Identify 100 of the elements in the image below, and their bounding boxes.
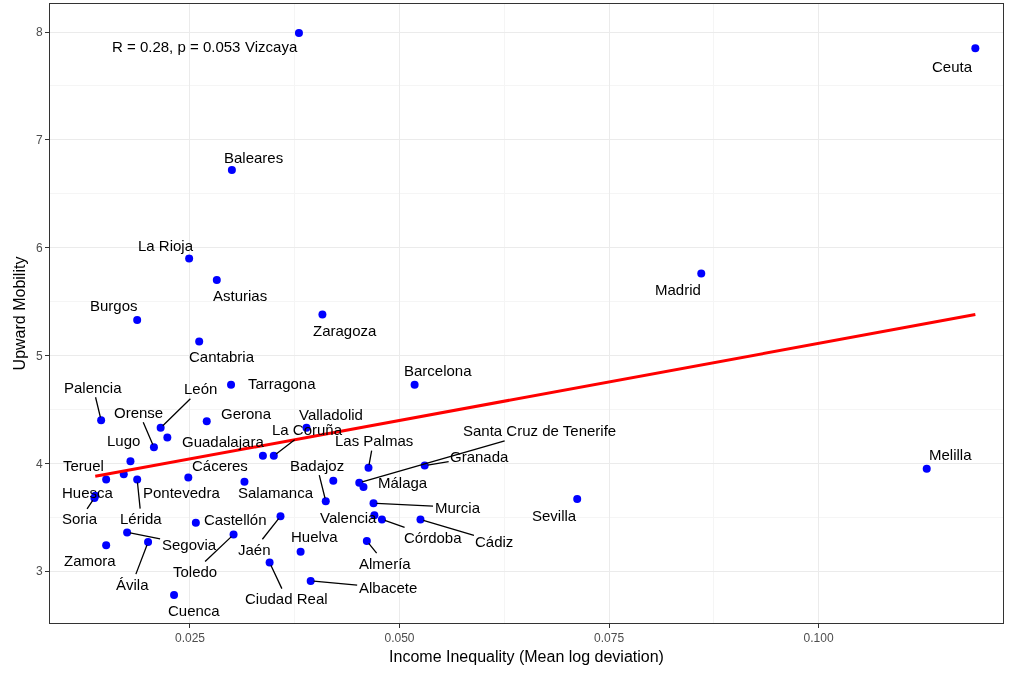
data-label: Asturias <box>213 287 268 304</box>
point <box>377 515 386 524</box>
point <box>123 528 132 537</box>
point <box>102 475 111 484</box>
point <box>195 337 204 346</box>
point <box>97 416 106 425</box>
point <box>212 276 221 285</box>
data-label: Ciudad Real <box>245 590 328 607</box>
data-label: Gerona <box>221 405 272 422</box>
point <box>369 499 378 508</box>
point <box>133 475 142 484</box>
point <box>697 269 706 278</box>
point <box>202 417 211 426</box>
y-tick-label: 5 <box>35 348 43 363</box>
point <box>184 473 193 482</box>
annotation: R = 0.28, p = 0.053 <box>112 38 241 55</box>
data-label: Albacete <box>359 579 418 596</box>
point <box>318 310 327 319</box>
data-label: Santa Cruz de Tenerife <box>463 422 617 439</box>
data-label: Sevilla <box>532 507 577 524</box>
data-label: Huelva <box>291 528 339 545</box>
point <box>191 518 200 527</box>
data-label: Vizcaya <box>245 38 298 55</box>
data-label: Valencia <box>320 509 378 526</box>
data-label: Baleares <box>224 149 284 166</box>
data-label: Jaén <box>238 541 271 558</box>
data-label: Málaga <box>378 474 428 491</box>
data-label: Guadalajara <box>182 433 265 450</box>
data-label: Melilla <box>929 446 973 463</box>
data-label: Córdoba <box>404 529 463 546</box>
data-label: Zamora <box>64 552 117 569</box>
point <box>126 457 135 466</box>
data-label: Almería <box>359 555 412 572</box>
point <box>102 541 111 550</box>
point <box>163 433 172 442</box>
data-label: Barcelona <box>404 362 473 379</box>
data-label: Badajoz <box>290 457 345 474</box>
data-label: Lérida <box>120 510 163 527</box>
data-label: Teruel <box>63 457 104 474</box>
point <box>276 512 285 521</box>
data-label: Cuenca <box>168 602 221 619</box>
data-label: Granada <box>450 448 510 465</box>
data-label: Palencia <box>64 379 123 396</box>
y-tick-label: 8 <box>35 25 43 40</box>
point <box>170 590 179 599</box>
point <box>227 166 236 175</box>
y-tick-label: 6 <box>35 240 43 255</box>
point <box>227 380 236 389</box>
y-tick-label: 4 <box>35 456 43 471</box>
point <box>133 315 142 324</box>
y-tick-label: 3 <box>35 564 43 579</box>
point <box>156 423 165 432</box>
point <box>410 380 419 389</box>
y-tick-label: 7 <box>35 133 43 148</box>
data-label: León <box>184 380 218 397</box>
point <box>922 464 931 473</box>
data-label: Pontevedra <box>143 484 221 501</box>
x-tick-label: 0.025 <box>174 631 206 646</box>
point <box>306 576 315 585</box>
data-label: Murcia <box>435 499 481 516</box>
data-label: Segovia <box>162 536 217 553</box>
data-label: Cáceres <box>192 457 248 474</box>
data-label: Tarragona <box>248 375 317 392</box>
x-tick-label: 0.075 <box>594 631 625 646</box>
point <box>258 451 267 460</box>
data-label: Zaragoza <box>313 322 378 339</box>
data-label: La Rioja <box>138 237 194 254</box>
data-label: Toledo <box>173 563 218 580</box>
point <box>269 451 278 460</box>
point <box>144 538 153 547</box>
data-label: Soria <box>62 510 98 527</box>
data-label: Cantabria <box>189 348 255 365</box>
data-label: Orense <box>114 404 164 421</box>
x-tick-label: 0.050 <box>384 631 415 646</box>
data-label: Huesca <box>62 484 114 501</box>
point <box>294 29 303 38</box>
point <box>573 494 582 503</box>
point <box>240 477 249 486</box>
data-label: Castellón <box>204 511 267 528</box>
data-label: Salamanca <box>238 484 314 501</box>
point <box>265 558 274 567</box>
point <box>971 44 980 53</box>
data-label: Lugo <box>107 432 141 449</box>
point <box>416 515 425 524</box>
y-axis-title: Upward Mobility <box>10 256 28 371</box>
point <box>321 497 330 506</box>
point <box>364 463 373 472</box>
data-label: Burgos <box>90 297 138 314</box>
x-axis-title: Income Inequality (Mean log deviation) <box>389 648 664 666</box>
point <box>296 547 305 556</box>
x-tick-label: 0.100 <box>803 631 834 646</box>
data-label: Madrid <box>655 281 701 298</box>
data-label: Ávila <box>116 576 150 593</box>
point <box>185 254 194 263</box>
point <box>362 537 371 546</box>
data-label: Cádiz <box>475 533 514 550</box>
point <box>329 476 338 485</box>
data-label: Valladolid <box>299 406 363 423</box>
point <box>149 443 158 452</box>
data-label: Ceuta <box>932 58 973 75</box>
